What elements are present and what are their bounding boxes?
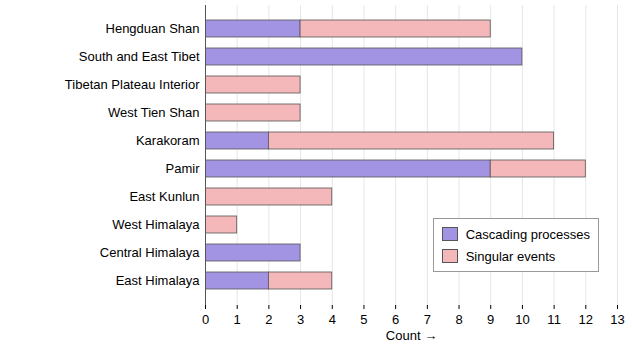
svg-text:5: 5 xyxy=(360,312,367,327)
svg-text:Pamir: Pamir xyxy=(166,161,201,176)
svg-text:1: 1 xyxy=(234,312,241,327)
svg-text:2: 2 xyxy=(265,312,272,327)
svg-text:Tibetan Plateau Interior: Tibetan Plateau Interior xyxy=(65,77,200,92)
svg-text:Central Himalaya: Central Himalaya xyxy=(100,245,200,260)
svg-text:East Kunlun: East Kunlun xyxy=(129,189,199,204)
svg-text:Karakoram: Karakoram xyxy=(136,133,200,148)
svg-text:11: 11 xyxy=(547,312,561,327)
svg-text:13: 13 xyxy=(610,312,624,327)
svg-text:East Himalaya: East Himalaya xyxy=(116,273,201,288)
svg-text:9: 9 xyxy=(487,312,494,327)
svg-text:West Tien Shan: West Tien Shan xyxy=(108,105,200,120)
svg-text:0: 0 xyxy=(202,312,209,327)
svg-text:12: 12 xyxy=(579,312,593,327)
svg-text:8: 8 xyxy=(455,312,462,327)
svg-text:4: 4 xyxy=(329,312,336,327)
svg-text:West Himalaya: West Himalaya xyxy=(112,217,200,232)
html-text:Cascading processes: Cascading processes xyxy=(465,226,590,242)
svg-text:South and East Tibet: South and East Tibet xyxy=(79,49,200,64)
svg-text:3: 3 xyxy=(297,312,304,327)
svg-text:Count →: Count → xyxy=(386,328,437,343)
html-text:Singular events: Singular events xyxy=(465,248,556,264)
svg-text:7: 7 xyxy=(424,312,431,327)
svg-text:10: 10 xyxy=(515,312,529,327)
svg-text:Hengduan Shan: Hengduan Shan xyxy=(106,21,200,36)
svg-text:6: 6 xyxy=(392,312,399,327)
